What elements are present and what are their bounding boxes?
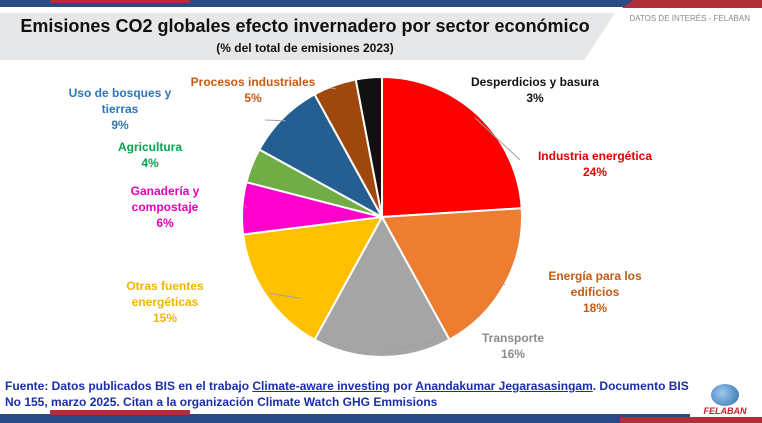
slice-label: Procesos industriales 5% [188, 74, 318, 106]
leader-line [500, 282, 506, 286]
slice-label: Energía para los edificios 18% [530, 268, 660, 316]
slice-name: Procesos industriales [190, 75, 316, 89]
slice-label: Agricultura 4% [100, 139, 200, 171]
slice-name: Ganadería y compostaje [130, 184, 200, 214]
slice-value: 3% [526, 91, 544, 105]
slice-value: 6% [156, 216, 174, 230]
slice-name: Desperdicios y basura [470, 75, 600, 89]
slice-value: 15% [152, 311, 178, 325]
leader-line [244, 204, 247, 209]
slice-name: Industria energética [537, 149, 653, 163]
leader-line [254, 164, 257, 168]
source-note: Fuente: Datos publicados BIS en el traba… [5, 378, 695, 410]
pie-slice-4 [241, 215, 384, 342]
slice-name: Agricultura [117, 140, 182, 154]
chart-title: Emisiones CO2 globales efecto invernader… [20, 16, 590, 36]
slice-label: Industria energética 24% [520, 148, 670, 180]
logo-text: FELABAN [703, 406, 747, 416]
source-prefix: Fuente: Datos publicados BIS en el traba… [5, 379, 253, 393]
felaban-logo: FELABAN [700, 384, 750, 416]
pie-slice-7 [257, 92, 385, 220]
source-link-author[interactable]: Anandakumar Jegarasasingam [415, 379, 593, 393]
section-tag: DATOS DE INTERÉS - FELABAN [629, 14, 750, 23]
bottom-accent-right [620, 417, 762, 423]
source-suffix: . Documento BIS No 155, marzo 2025. Cita… [5, 379, 689, 409]
title-band [0, 13, 615, 60]
pie-slice-1 [381, 75, 523, 219]
slice-name: Otras fuentes energéticas [126, 279, 204, 309]
leader-line [264, 119, 286, 122]
top-bar [0, 0, 762, 7]
pie-slice-3 [313, 214, 451, 358]
leader-line [381, 339, 441, 354]
slice-label: Transporte 16% [478, 330, 548, 362]
slice-value: 4% [141, 156, 159, 170]
slice-name: Uso de bosques y tierras [68, 86, 172, 116]
bottom-bar [0, 414, 690, 423]
slice-label: Desperdicios y basura 3% [445, 74, 625, 106]
slice-label: Ganadería y compostaje 6% [110, 183, 220, 231]
top-accent-right [622, 0, 762, 8]
source-link-report[interactable]: Climate-aware investing [252, 379, 390, 393]
slice-value: 5% [244, 91, 262, 105]
slice-label: Uso de bosques y tierras 9% [60, 85, 180, 133]
bottom-accent [50, 410, 190, 415]
top-accent [50, 0, 190, 3]
leader-line [329, 87, 337, 90]
slice-name: Energía para los edificios [548, 269, 642, 299]
leader-line [474, 117, 521, 161]
globe-icon [711, 384, 739, 406]
leader-line [269, 292, 301, 299]
slice-value: 24% [582, 165, 608, 179]
slice-label: Otras fuentes energéticas 15% [110, 278, 220, 326]
pie-slice-9 [354, 75, 383, 218]
chart-subtitle: (% del total de emisiones 2023) [216, 41, 394, 55]
source-mid: por [389, 379, 416, 393]
slice-name: Transporte [481, 331, 544, 345]
slice-value: 16% [500, 347, 526, 361]
slice-value: 9% [111, 118, 129, 132]
slice-value: 18% [582, 301, 608, 315]
